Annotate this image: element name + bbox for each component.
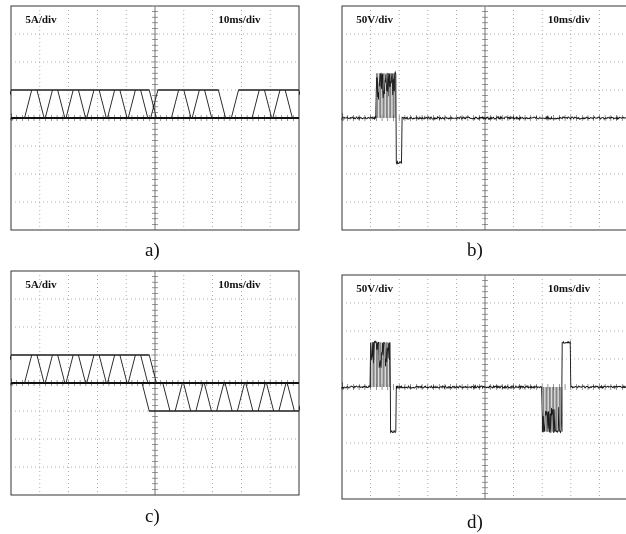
caption-b: b) bbox=[467, 240, 483, 261]
caption-c: c) bbox=[145, 506, 160, 527]
current-pulse bbox=[24, 354, 66, 384]
voltage-waveform bbox=[341, 340, 626, 434]
current-pulse bbox=[183, 382, 225, 412]
current-pulse bbox=[65, 89, 107, 119]
current-pulse bbox=[44, 89, 87, 119]
current-pulse bbox=[162, 382, 204, 412]
current-pulse bbox=[272, 89, 300, 119]
voltage-trace bbox=[341, 340, 626, 434]
voltage-waveform bbox=[341, 70, 626, 165]
current-pulse bbox=[107, 89, 149, 119]
current-pulse bbox=[170, 89, 213, 119]
current-pulse bbox=[141, 382, 183, 412]
oscilloscope-d: 50V/div 10ms/div⏚ bbox=[341, 274, 626, 500]
current-pulse bbox=[10, 89, 45, 119]
current-pulse bbox=[65, 354, 107, 384]
oscilloscope-b: 50V/div 10ms/div ⏚ bbox=[341, 5, 626, 231]
scale-label: 50V/div bbox=[356, 14, 393, 26]
time-label: 10ms/div bbox=[218, 279, 261, 291]
current-pulse bbox=[86, 89, 128, 119]
current-pulse bbox=[44, 354, 87, 384]
scope-panel-d: 50V/div 10ms/div ⏚ bbox=[341, 274, 626, 500]
current-pulse bbox=[150, 89, 192, 119]
current-pulse bbox=[127, 89, 157, 119]
current-pulse bbox=[24, 89, 66, 119]
caption-a: a) bbox=[145, 240, 160, 261]
current-pulse bbox=[203, 382, 246, 412]
time-label: 10ms/div bbox=[548, 14, 591, 26]
current-pulse bbox=[191, 89, 226, 119]
current-pulse bbox=[266, 382, 300, 412]
scale-label: 5A/div bbox=[25, 14, 57, 26]
scale-label: 5A/div bbox=[25, 279, 57, 291]
current-traces bbox=[10, 354, 300, 412]
current-traces bbox=[10, 89, 300, 119]
ground-marker-icon: ⏚ bbox=[341, 113, 347, 124]
scope-panel-b: 50V/div 10ms/div ⏚ bbox=[341, 5, 626, 231]
current-pulse bbox=[286, 382, 300, 412]
current-pulse bbox=[230, 89, 273, 119]
caption-d: d) bbox=[467, 512, 483, 533]
current-pulse bbox=[127, 354, 157, 384]
current-pulse bbox=[245, 382, 287, 412]
time-label: 10ms/div bbox=[548, 283, 591, 295]
current-pulse bbox=[251, 89, 293, 119]
current-pulse bbox=[10, 354, 45, 384]
voltage-trace bbox=[341, 70, 626, 165]
current-pulse bbox=[107, 354, 149, 384]
current-pulse bbox=[86, 354, 128, 384]
current-pulse bbox=[224, 382, 266, 412]
time-label: 10ms/div bbox=[218, 14, 261, 26]
scale-label: 50V/div bbox=[356, 283, 393, 295]
